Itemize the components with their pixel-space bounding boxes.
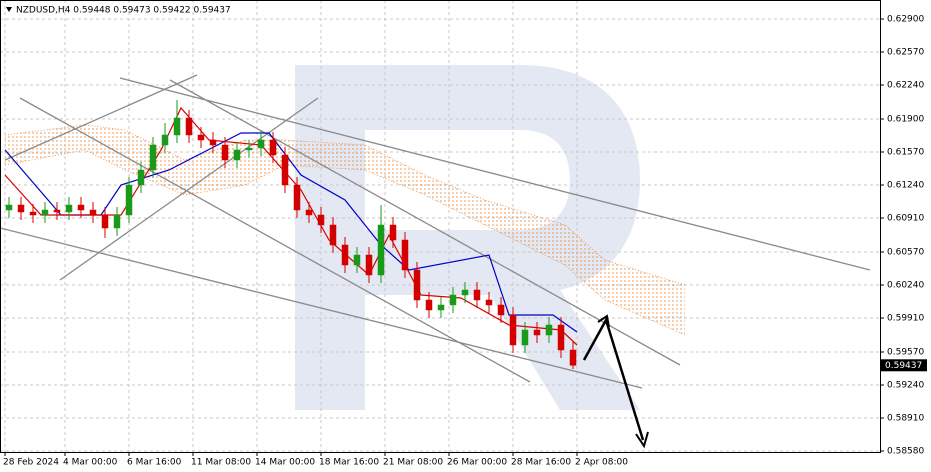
candle-body bbox=[377, 224, 385, 276]
forecast-arrows bbox=[582, 314, 649, 449]
y-tick-label: 0.60910 bbox=[887, 214, 924, 224]
candle-body bbox=[353, 254, 361, 266]
x-tick-label: 26 Mar 00:00 bbox=[447, 458, 507, 468]
x-tick-label: 6 Mar 16:00 bbox=[127, 458, 182, 468]
x-tick-label: 14 Mar 00:00 bbox=[255, 458, 315, 468]
plot-frame bbox=[0, 0, 881, 453]
candle-body bbox=[137, 169, 145, 186]
price-label: 0.59437 bbox=[885, 361, 922, 371]
candle-body bbox=[17, 204, 25, 213]
chart-title: NZDUSD,H4 0.59448 0.59473 0.59422 0.5943… bbox=[16, 6, 231, 16]
candle-body bbox=[77, 204, 85, 211]
candle-body bbox=[293, 184, 301, 211]
candle-body bbox=[545, 324, 553, 336]
y-tick-label: 0.60570 bbox=[887, 248, 924, 258]
x-tick-label: 28 Mar 16:00 bbox=[511, 458, 571, 468]
candle-body bbox=[533, 329, 541, 336]
candle-body bbox=[5, 204, 13, 211]
cloud bbox=[4, 124, 686, 336]
candle-body bbox=[281, 154, 289, 186]
candle-body bbox=[41, 209, 49, 216]
price-label-box bbox=[881, 359, 927, 372]
cloud-edge bbox=[4, 149, 686, 336]
x-tick-label: 4 Mar 00:00 bbox=[63, 458, 118, 468]
indicator-line bbox=[4, 132, 578, 333]
candle-body bbox=[113, 214, 121, 229]
candle-body bbox=[425, 299, 433, 311]
cloud-area bbox=[5, 125, 685, 335]
candle-body bbox=[53, 209, 61, 213]
y-tick-label: 0.58910 bbox=[887, 414, 924, 424]
candle-body bbox=[245, 147, 253, 151]
candle-body bbox=[341, 244, 349, 266]
y-tick-label: 0.61900 bbox=[887, 115, 924, 125]
y-tick-label: 0.59240 bbox=[887, 381, 924, 391]
candle-body bbox=[401, 239, 409, 271]
candle-body bbox=[317, 214, 325, 226]
candle-body bbox=[557, 324, 565, 351]
candle-body bbox=[185, 117, 193, 136]
candle-body bbox=[197, 134, 205, 141]
candle-body bbox=[233, 149, 241, 161]
candle-body bbox=[329, 224, 337, 246]
candle-body bbox=[509, 314, 517, 346]
y-tick-label: 0.59570 bbox=[887, 348, 924, 358]
candle-body bbox=[449, 294, 457, 306]
candle-body bbox=[65, 204, 73, 213]
y-tick-label: 0.60240 bbox=[887, 281, 924, 291]
y-tick-label: 0.58580 bbox=[887, 447, 924, 457]
candle-body bbox=[497, 304, 505, 316]
axes: 0.62900 0.62570 0.62240 0.61900 0.61570 0.612… bbox=[3, 15, 927, 468]
candle-body bbox=[29, 211, 37, 216]
candle-body bbox=[413, 269, 421, 301]
candle-body bbox=[101, 214, 109, 229]
y-tick-label: 0.61240 bbox=[887, 181, 924, 191]
y-tick-label: 0.62240 bbox=[887, 81, 924, 91]
candle-body bbox=[521, 329, 529, 346]
candles bbox=[5, 100, 577, 369]
candle-body bbox=[569, 349, 577, 366]
candle-body bbox=[125, 184, 133, 216]
candle-body bbox=[161, 134, 169, 146]
x-tick-label: 21 Mar 08:00 bbox=[383, 458, 443, 468]
candle-body bbox=[389, 224, 397, 241]
candle-body bbox=[269, 139, 277, 156]
candle-body bbox=[149, 144, 157, 171]
candle-body bbox=[437, 304, 445, 311]
candle-body bbox=[257, 139, 265, 149]
candle-body bbox=[305, 209, 313, 216]
candle-body bbox=[173, 117, 181, 136]
cloud-edge bbox=[4, 124, 686, 286]
candle-body bbox=[365, 254, 373, 276]
y-tick-label: 0.62570 bbox=[887, 48, 924, 58]
y-tick-label: 0.59910 bbox=[887, 314, 924, 324]
title-icon bbox=[6, 7, 12, 12]
candle-body bbox=[473, 289, 481, 301]
candle-body bbox=[221, 144, 229, 161]
candle-body bbox=[461, 289, 469, 296]
x-tick-label: 11 Mar 08:00 bbox=[191, 458, 251, 468]
y-tick-label: 0.61570 bbox=[887, 148, 924, 158]
candle-body bbox=[89, 209, 97, 216]
x-tick-label: 2 Apr 08:00 bbox=[575, 458, 628, 468]
x-tick-label: 18 Mar 16:00 bbox=[319, 458, 379, 468]
x-tick-label: 28 Feb 2024 bbox=[3, 458, 59, 468]
y-tick-label: 0.62900 bbox=[887, 15, 924, 25]
candle-body bbox=[485, 299, 493, 306]
trend-lines bbox=[0, 74, 871, 389]
candle-body bbox=[209, 139, 217, 146]
